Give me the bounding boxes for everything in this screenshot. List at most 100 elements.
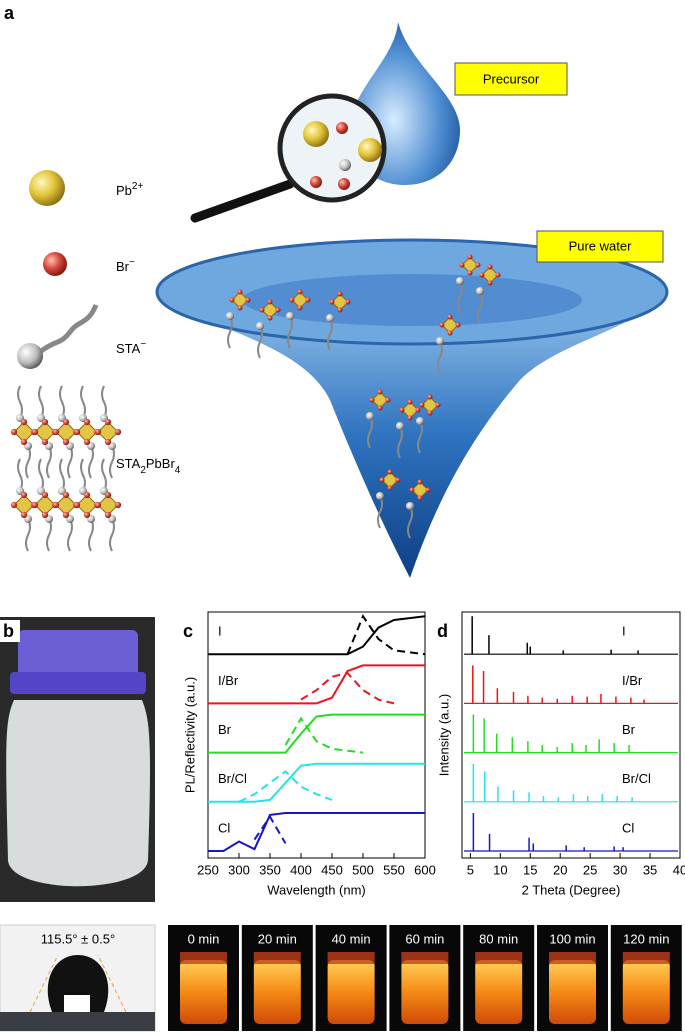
- head: [396, 422, 404, 430]
- head: [226, 312, 234, 320]
- head: [376, 492, 384, 500]
- reflectivity-curve: [208, 713, 425, 754]
- text: Pb: [116, 183, 132, 198]
- series-label: Br: [622, 722, 636, 737]
- halide: [114, 428, 122, 436]
- halide: [73, 501, 81, 509]
- bottle: [6, 700, 151, 887]
- sub: 2: [140, 465, 146, 476]
- time-series: 0 min 20 min 40 min 60 min 80 min 100 min 120 …: [168, 925, 682, 1031]
- head: [456, 277, 464, 285]
- sup: −: [140, 339, 146, 350]
- chain: [327, 317, 333, 351]
- head: [366, 412, 374, 420]
- ion: [339, 159, 351, 171]
- sta-head: [17, 343, 43, 369]
- chain: [46, 518, 52, 552]
- vial: [401, 960, 449, 1024]
- x-axis-label: 2 Theta (Degree): [522, 882, 621, 897]
- angle-label: 115.5° ± 0.5°: [41, 931, 115, 946]
- chain: [67, 518, 73, 552]
- ion: [303, 121, 329, 147]
- halide: [83, 491, 91, 499]
- bottle-cap: [18, 630, 138, 678]
- legend-label: STA−: [116, 339, 146, 357]
- chain: [88, 518, 94, 552]
- vial: [622, 960, 670, 1024]
- series-label: Br: [218, 722, 232, 737]
- label: Precursor: [483, 71, 540, 86]
- halide: [395, 477, 401, 483]
- label-box: [536, 230, 664, 263]
- halide: [369, 397, 375, 403]
- halide: [459, 262, 465, 268]
- magnifier-lens: [277, 93, 387, 203]
- halide: [114, 501, 122, 509]
- series-label: Br/Cl: [622, 771, 651, 786]
- text: PbBr: [146, 456, 176, 471]
- series-label: Cl: [218, 820, 230, 835]
- vial: [475, 960, 523, 1024]
- halide: [52, 428, 60, 436]
- halide: [31, 501, 39, 509]
- chain: [38, 385, 44, 419]
- chain: [38, 458, 44, 492]
- vial-top: [475, 952, 523, 964]
- chain: [80, 385, 86, 419]
- plot-frame: [207, 611, 426, 859]
- halide: [289, 297, 295, 303]
- vial-top: [180, 952, 227, 964]
- vial-top: [327, 952, 375, 964]
- ion: [338, 178, 350, 190]
- chain: [101, 458, 107, 492]
- head: [416, 417, 424, 425]
- chain: [80, 458, 86, 492]
- halide: [455, 322, 461, 328]
- time-label: 0 min: [188, 931, 220, 946]
- ion: [336, 122, 348, 134]
- bottle-cap: [10, 672, 146, 694]
- pb-ion: [29, 170, 65, 206]
- halide: [83, 418, 91, 426]
- br-ion: [43, 252, 67, 276]
- halide: [41, 491, 49, 499]
- reflection: [64, 995, 90, 1012]
- time-label: 60 min: [405, 931, 444, 946]
- halide: [427, 410, 433, 416]
- halide: [487, 280, 493, 286]
- halide: [419, 402, 425, 408]
- series-label: Cl: [622, 820, 634, 835]
- angle-line: [97, 954, 127, 1013]
- halide: [379, 477, 385, 483]
- x-tick-label: 20: [553, 862, 567, 877]
- vial: [253, 960, 301, 1024]
- vial: [327, 960, 375, 1024]
- halide: [337, 291, 343, 297]
- sup: −: [129, 257, 135, 268]
- halide: [237, 289, 243, 295]
- halide: [305, 297, 311, 303]
- halide: [245, 297, 251, 303]
- chain: [25, 518, 31, 552]
- x-tick-label: 25: [583, 862, 597, 877]
- halide: [377, 389, 383, 395]
- x-tick-label: 10: [493, 862, 507, 877]
- halide: [337, 307, 343, 313]
- legend-label: Br−: [116, 257, 135, 275]
- chain: [101, 385, 107, 419]
- vial-top: [622, 952, 670, 964]
- head: [326, 314, 334, 322]
- time-label: 20 min: [258, 931, 297, 946]
- vial: [549, 960, 596, 1024]
- reflectivity-curve: [208, 812, 425, 852]
- halide: [297, 289, 303, 295]
- x-tick-label: 500: [352, 862, 374, 877]
- ion: [310, 176, 322, 188]
- halide: [427, 394, 433, 400]
- halide: [447, 314, 453, 320]
- reflectivity-curve: [208, 762, 425, 803]
- series-label: Br/Cl: [218, 771, 247, 786]
- ion: [358, 138, 382, 162]
